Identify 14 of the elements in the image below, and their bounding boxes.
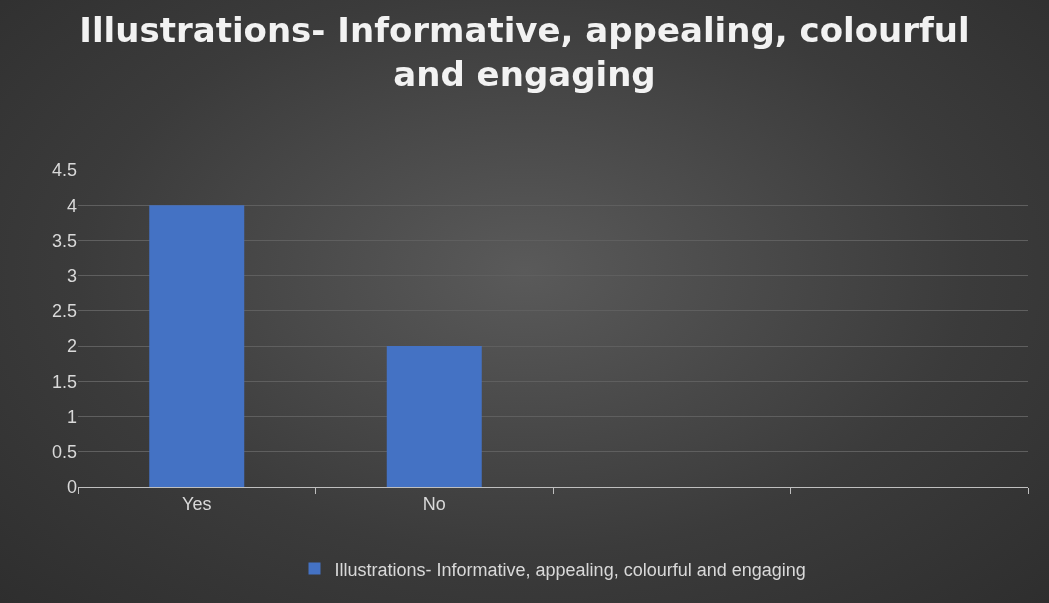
y-tick-label: 4.5: [51, 160, 77, 181]
y-tick-label: 2: [66, 336, 77, 357]
y-tick-label: 3: [66, 265, 77, 286]
y-tick-label: 1: [66, 406, 77, 427]
y-tick-label: 4: [66, 195, 77, 216]
y-tick-label: 1.5: [51, 371, 77, 392]
x-tick-label: Yes: [182, 493, 212, 514]
chart-title: Illustrations- Informative, appealing, colourful and engaging: [79, 10, 970, 95]
x-tick-label: No: [422, 493, 446, 514]
y-tick-label: 0: [66, 477, 77, 498]
y-tick-label: 0.5: [51, 442, 77, 463]
legend-label: Illustrations- Informative, appealing, colourful and engaging: [334, 559, 806, 580]
y-tick-label: 3.5: [51, 230, 77, 251]
y-tick-label: 2.5: [51, 301, 77, 322]
